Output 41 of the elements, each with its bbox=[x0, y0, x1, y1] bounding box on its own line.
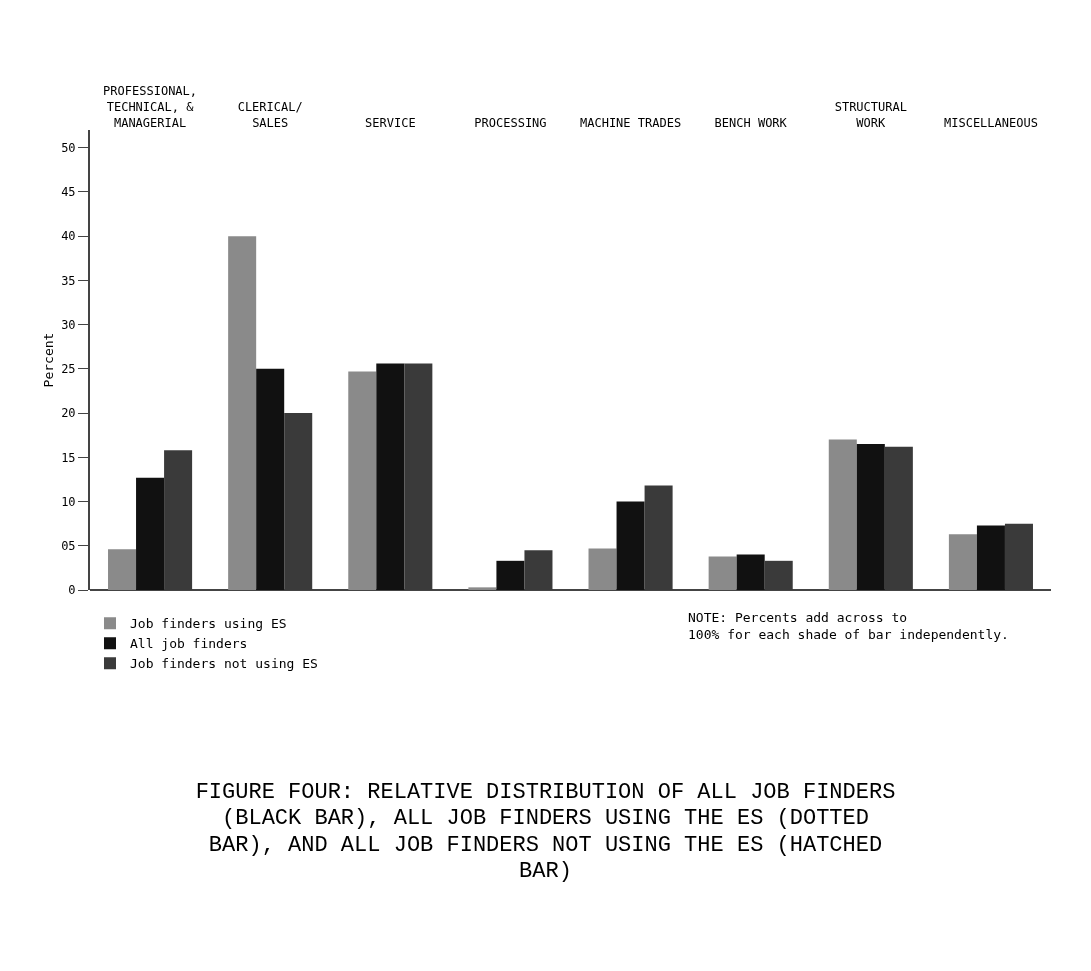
legend-label: Job finders not using ES bbox=[130, 656, 318, 672]
bar bbox=[976, 525, 1005, 590]
y-tick-label: 45 bbox=[61, 185, 76, 200]
y-tick-label: 20 bbox=[61, 406, 76, 421]
x-tick-label: BENCH WORK bbox=[714, 115, 788, 130]
x-tick-label: CLERICAL/ SALES bbox=[237, 100, 303, 130]
x-tick-label: MISCELLANEOUS bbox=[943, 115, 1038, 130]
y-tick-label: 35 bbox=[61, 273, 76, 288]
legend-label: All job finders bbox=[130, 636, 248, 652]
x-tick-label: SERVICE bbox=[365, 115, 416, 130]
y-axis-title: Percent bbox=[41, 332, 56, 388]
y-tick-label: 50 bbox=[61, 140, 76, 155]
y-tick-label: 10 bbox=[61, 494, 76, 509]
text: NOTE: Percents add across to 100% for each shade of bar independently. bbox=[688, 610, 1009, 642]
bar bbox=[136, 477, 165, 590]
bar bbox=[948, 534, 977, 590]
bar bbox=[468, 587, 497, 590]
bar bbox=[708, 556, 737, 590]
y-tick-label: 25 bbox=[61, 362, 76, 377]
bar bbox=[376, 363, 405, 590]
x-tick-label: PROFESSIONAL, TECHNICAL, & MANAGERIAL bbox=[103, 84, 198, 130]
y-tick-label: 30 bbox=[61, 317, 76, 332]
text: FIGURE FOUR: RELATIVE DISTRIBUTION OF ALL JOB FINDERS (BLACK BAR), ALL JOB FINDERS USING THE ES (DOTTED BAR), AND ALL JOB FINDERS NOT USING THE ES (HATCHED BAR) bbox=[195, 780, 896, 886]
y-tick-label: 15 bbox=[61, 450, 76, 465]
x-tick-label: STRUCTURAL WORK bbox=[834, 100, 907, 130]
y-tick-label: 05 bbox=[61, 538, 76, 553]
bar bbox=[496, 560, 525, 590]
bar bbox=[256, 368, 285, 590]
legend-label: Job finders using ES bbox=[130, 616, 287, 632]
bar bbox=[828, 439, 857, 590]
bar bbox=[348, 371, 377, 590]
y-tick-label: 0 bbox=[68, 583, 76, 598]
bar bbox=[616, 501, 645, 590]
x-tick-label: PROCESSING bbox=[474, 115, 547, 130]
bar bbox=[588, 548, 617, 590]
bar bbox=[108, 549, 137, 590]
bar bbox=[736, 554, 765, 590]
x-tick-label: MACHINE TRADES bbox=[579, 115, 682, 130]
bar bbox=[856, 444, 885, 590]
y-tick-label: 40 bbox=[61, 229, 76, 244]
bar bbox=[228, 236, 257, 590]
